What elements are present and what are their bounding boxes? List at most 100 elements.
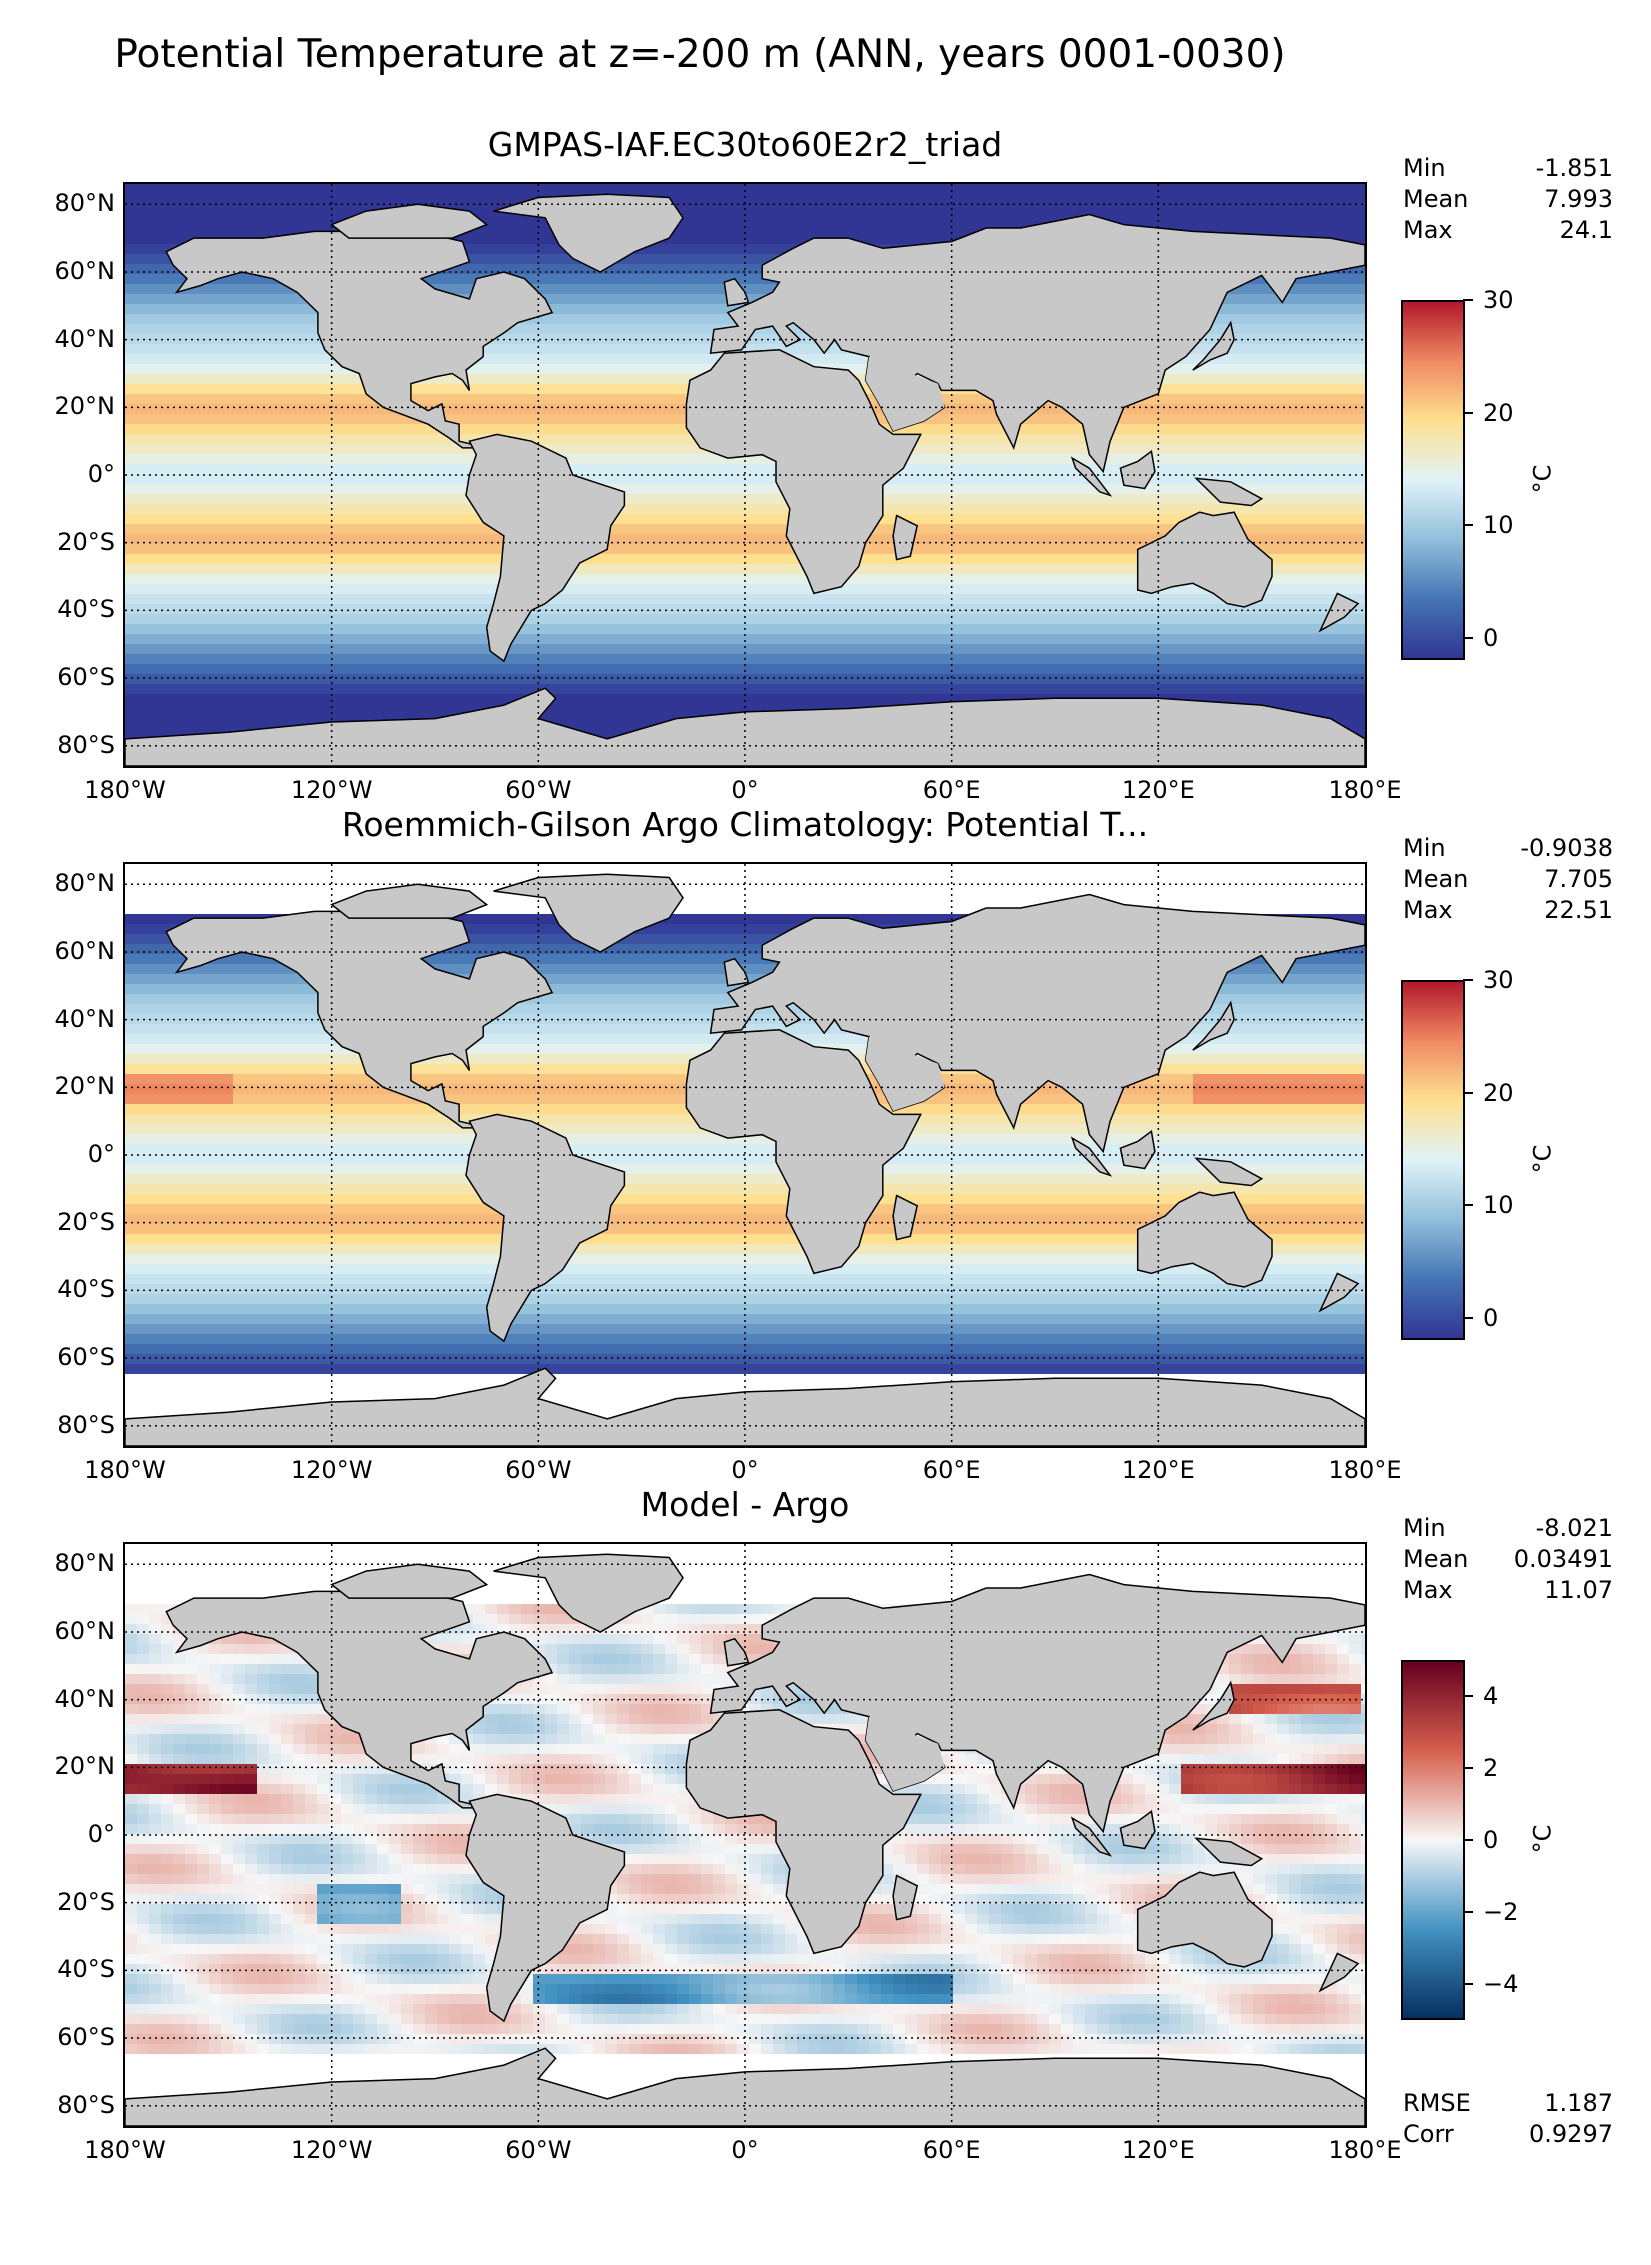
field-cell xyxy=(689,314,702,325)
field-cell xyxy=(605,184,618,195)
field-cell xyxy=(1337,444,1350,455)
field-cell xyxy=(221,504,234,515)
field-cell xyxy=(1073,204,1086,215)
field-cell xyxy=(1325,444,1338,455)
field-cell xyxy=(869,194,882,205)
field-cell xyxy=(1229,434,1242,445)
field-cell xyxy=(197,594,210,605)
field-cell xyxy=(869,534,882,545)
field-cell xyxy=(473,234,486,245)
field-cell xyxy=(197,484,210,495)
field-cell xyxy=(713,544,726,555)
field-cell xyxy=(425,554,438,565)
field-cell xyxy=(605,304,618,315)
field-cell xyxy=(701,454,714,465)
field-cell xyxy=(725,244,738,255)
field-cell xyxy=(1001,644,1014,655)
field-cell xyxy=(185,404,198,415)
field-cell xyxy=(581,634,594,645)
field-cell xyxy=(653,274,666,285)
field-cell xyxy=(989,184,1002,195)
field-cell xyxy=(425,654,438,665)
field-cell xyxy=(1133,414,1146,425)
field-cell xyxy=(473,374,486,385)
field-cell xyxy=(269,614,282,625)
field-cell xyxy=(1025,194,1038,205)
field-cell xyxy=(497,234,510,245)
field-cell xyxy=(689,554,702,565)
field-cell xyxy=(665,344,678,355)
field-cell xyxy=(149,434,162,445)
field-cell xyxy=(1337,484,1350,495)
field-cell xyxy=(1013,454,1026,465)
field-cell xyxy=(1025,424,1038,435)
field-cell xyxy=(1289,604,1302,615)
field-cell xyxy=(413,594,426,605)
field-cell xyxy=(173,524,186,535)
field-cell xyxy=(1313,434,1326,445)
field-cell xyxy=(125,594,138,605)
field-cell xyxy=(1085,604,1098,615)
field-cell xyxy=(137,424,150,435)
field-cell xyxy=(1265,644,1278,655)
field-cell xyxy=(545,634,558,645)
field-cell xyxy=(257,314,270,325)
field-cell xyxy=(461,204,474,215)
field-cell xyxy=(1313,534,1326,545)
field-cell xyxy=(1253,344,1266,355)
field-cell xyxy=(1073,524,1086,535)
field-cell xyxy=(461,514,474,525)
field-cell xyxy=(1169,364,1182,375)
field-cell xyxy=(1289,394,1302,405)
field-cell xyxy=(1229,644,1242,655)
field-cell xyxy=(401,454,414,465)
field-cell xyxy=(1361,224,1365,235)
field-cell xyxy=(545,424,558,435)
field-cell xyxy=(605,294,618,305)
field-cell xyxy=(821,604,834,615)
field-cell xyxy=(1325,284,1338,295)
field-cell xyxy=(929,524,942,535)
field-cell xyxy=(149,374,162,385)
field-cell xyxy=(401,534,414,545)
field-cell xyxy=(737,654,750,665)
field-cell xyxy=(1097,584,1110,595)
field-cell xyxy=(473,194,486,205)
field-cell xyxy=(593,564,606,575)
field-cell xyxy=(233,464,246,475)
field-cell xyxy=(341,544,354,555)
field-cell xyxy=(929,434,942,445)
field-cell xyxy=(629,434,642,445)
field-cell xyxy=(941,234,954,245)
field-cell xyxy=(245,464,258,475)
field-cell xyxy=(677,614,690,625)
field-cell xyxy=(761,614,774,625)
field-cell xyxy=(233,574,246,585)
field-cell xyxy=(1145,514,1158,525)
field-cell xyxy=(1361,264,1365,275)
field-cell xyxy=(521,244,534,255)
field-cell xyxy=(941,604,954,615)
field-cell xyxy=(1325,194,1338,205)
field-cell xyxy=(977,524,990,535)
field-cell xyxy=(485,414,498,425)
field-cell xyxy=(1301,504,1314,515)
field-cell xyxy=(869,584,882,595)
field-cell xyxy=(293,544,306,555)
field-cell xyxy=(725,534,738,545)
field-cell xyxy=(941,204,954,215)
field-cell xyxy=(269,644,282,655)
field-cell xyxy=(617,394,630,405)
field-cell xyxy=(1313,314,1326,325)
field-cell xyxy=(665,234,678,245)
field-cell xyxy=(305,224,318,235)
field-cell xyxy=(137,294,150,305)
field-cell xyxy=(497,374,510,385)
field-cell xyxy=(689,484,702,495)
field-cell xyxy=(1289,634,1302,645)
field-cell xyxy=(725,624,738,635)
field-cell xyxy=(809,214,822,225)
field-cell xyxy=(1313,454,1326,465)
field-cell xyxy=(641,494,654,505)
field-cell xyxy=(1217,654,1230,665)
